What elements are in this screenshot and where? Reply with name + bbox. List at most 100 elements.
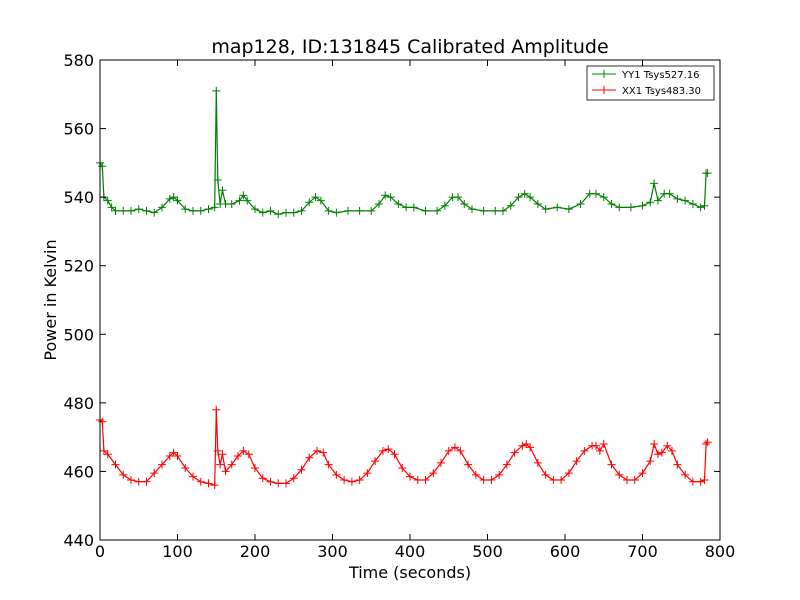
data-point — [169, 193, 178, 202]
data-point — [119, 470, 128, 479]
data-point — [533, 458, 542, 467]
data-point — [213, 176, 222, 184]
data-point — [429, 469, 438, 478]
data-point — [657, 448, 666, 457]
data-point — [595, 446, 604, 455]
data-point — [696, 203, 705, 212]
data-point — [371, 457, 380, 466]
data-point — [134, 205, 143, 214]
data-point — [703, 169, 712, 178]
x-tick-label: 500 — [472, 542, 503, 561]
data-point — [663, 441, 672, 450]
y-tick-label: 520 — [63, 257, 94, 276]
data-point — [491, 206, 500, 215]
data-point — [103, 450, 112, 459]
data-point — [355, 206, 364, 215]
legend-marker-xx1 — [600, 86, 608, 94]
data-point — [218, 450, 227, 459]
data-point — [169, 448, 178, 457]
data-point — [460, 200, 469, 208]
data-point — [502, 460, 511, 469]
data-point — [134, 477, 143, 486]
data-point — [522, 440, 531, 448]
data-point — [173, 196, 182, 205]
data-point — [107, 203, 116, 212]
data-point — [450, 443, 459, 452]
data-point — [673, 460, 682, 469]
chart-title: map128, ID:131845 Calibrated Amplitude — [211, 36, 608, 58]
data-point — [313, 446, 321, 455]
data-point — [181, 464, 190, 472]
data-point — [258, 474, 267, 483]
data-point — [654, 450, 662, 459]
data-point — [319, 448, 328, 457]
data-point — [111, 460, 120, 469]
data-point — [526, 193, 535, 202]
data-point — [599, 440, 608, 448]
legend-label-xx1: XX1 Tsys483.30 — [622, 86, 701, 97]
data-point — [564, 469, 573, 478]
data-point — [499, 206, 507, 215]
data-point — [615, 203, 624, 212]
data-point — [165, 452, 174, 460]
x-tick-label: 700 — [627, 542, 658, 561]
data-point — [244, 450, 253, 459]
data-point — [638, 201, 647, 210]
data-point — [626, 203, 635, 212]
data-point — [468, 205, 476, 214]
data-point — [681, 196, 690, 205]
data-point — [402, 203, 411, 212]
data-point — [111, 206, 120, 215]
data-point — [456, 446, 465, 455]
data-point — [324, 460, 333, 469]
data-point — [700, 476, 709, 484]
data-point — [150, 208, 159, 217]
data-point — [557, 476, 566, 484]
data-point — [181, 205, 190, 214]
data-point — [437, 458, 445, 467]
data-point — [700, 201, 709, 210]
data-point — [646, 198, 655, 207]
y-axis-ticks: 440 460 480 500 520 540 560 580 — [63, 51, 720, 550]
data-point — [332, 470, 341, 479]
x-tick-label: 200 — [240, 542, 271, 561]
y-tick-label: 440 — [63, 531, 94, 550]
data-point — [282, 479, 290, 488]
data-point — [487, 476, 496, 484]
series-line — [99, 409, 709, 486]
legend: YY1 Tsys527.16 XX1 Tsys483.30 — [586, 65, 715, 101]
series-layer — [96, 86, 712, 490]
data-point — [316, 196, 325, 205]
data-point — [213, 446, 222, 455]
data-point — [150, 469, 159, 478]
data-point — [549, 476, 558, 484]
y-tick-label: 580 — [63, 51, 94, 70]
data-point — [646, 457, 655, 466]
data-point — [173, 452, 182, 460]
data-point — [158, 203, 166, 212]
x-tick-label: 100 — [162, 542, 193, 561]
data-point — [204, 205, 213, 214]
data-point — [158, 460, 166, 469]
data-point — [221, 467, 230, 476]
data-point — [471, 470, 480, 479]
data-point — [514, 193, 523, 202]
data-point — [681, 470, 690, 479]
data-point — [189, 206, 197, 215]
data-point — [127, 206, 135, 215]
data-point — [495, 470, 504, 479]
data-point — [305, 198, 314, 207]
data-point — [189, 472, 197, 481]
data-point — [378, 446, 387, 455]
data-point — [696, 477, 705, 486]
data-point — [363, 469, 372, 478]
data-point — [216, 460, 225, 469]
data-point — [282, 208, 290, 217]
data-point — [526, 443, 535, 452]
data-point — [394, 200, 403, 208]
data-point — [235, 196, 244, 205]
data-point — [688, 477, 697, 486]
data-point — [332, 208, 341, 217]
legend-box — [586, 65, 715, 101]
y-tick-label: 460 — [63, 462, 94, 481]
